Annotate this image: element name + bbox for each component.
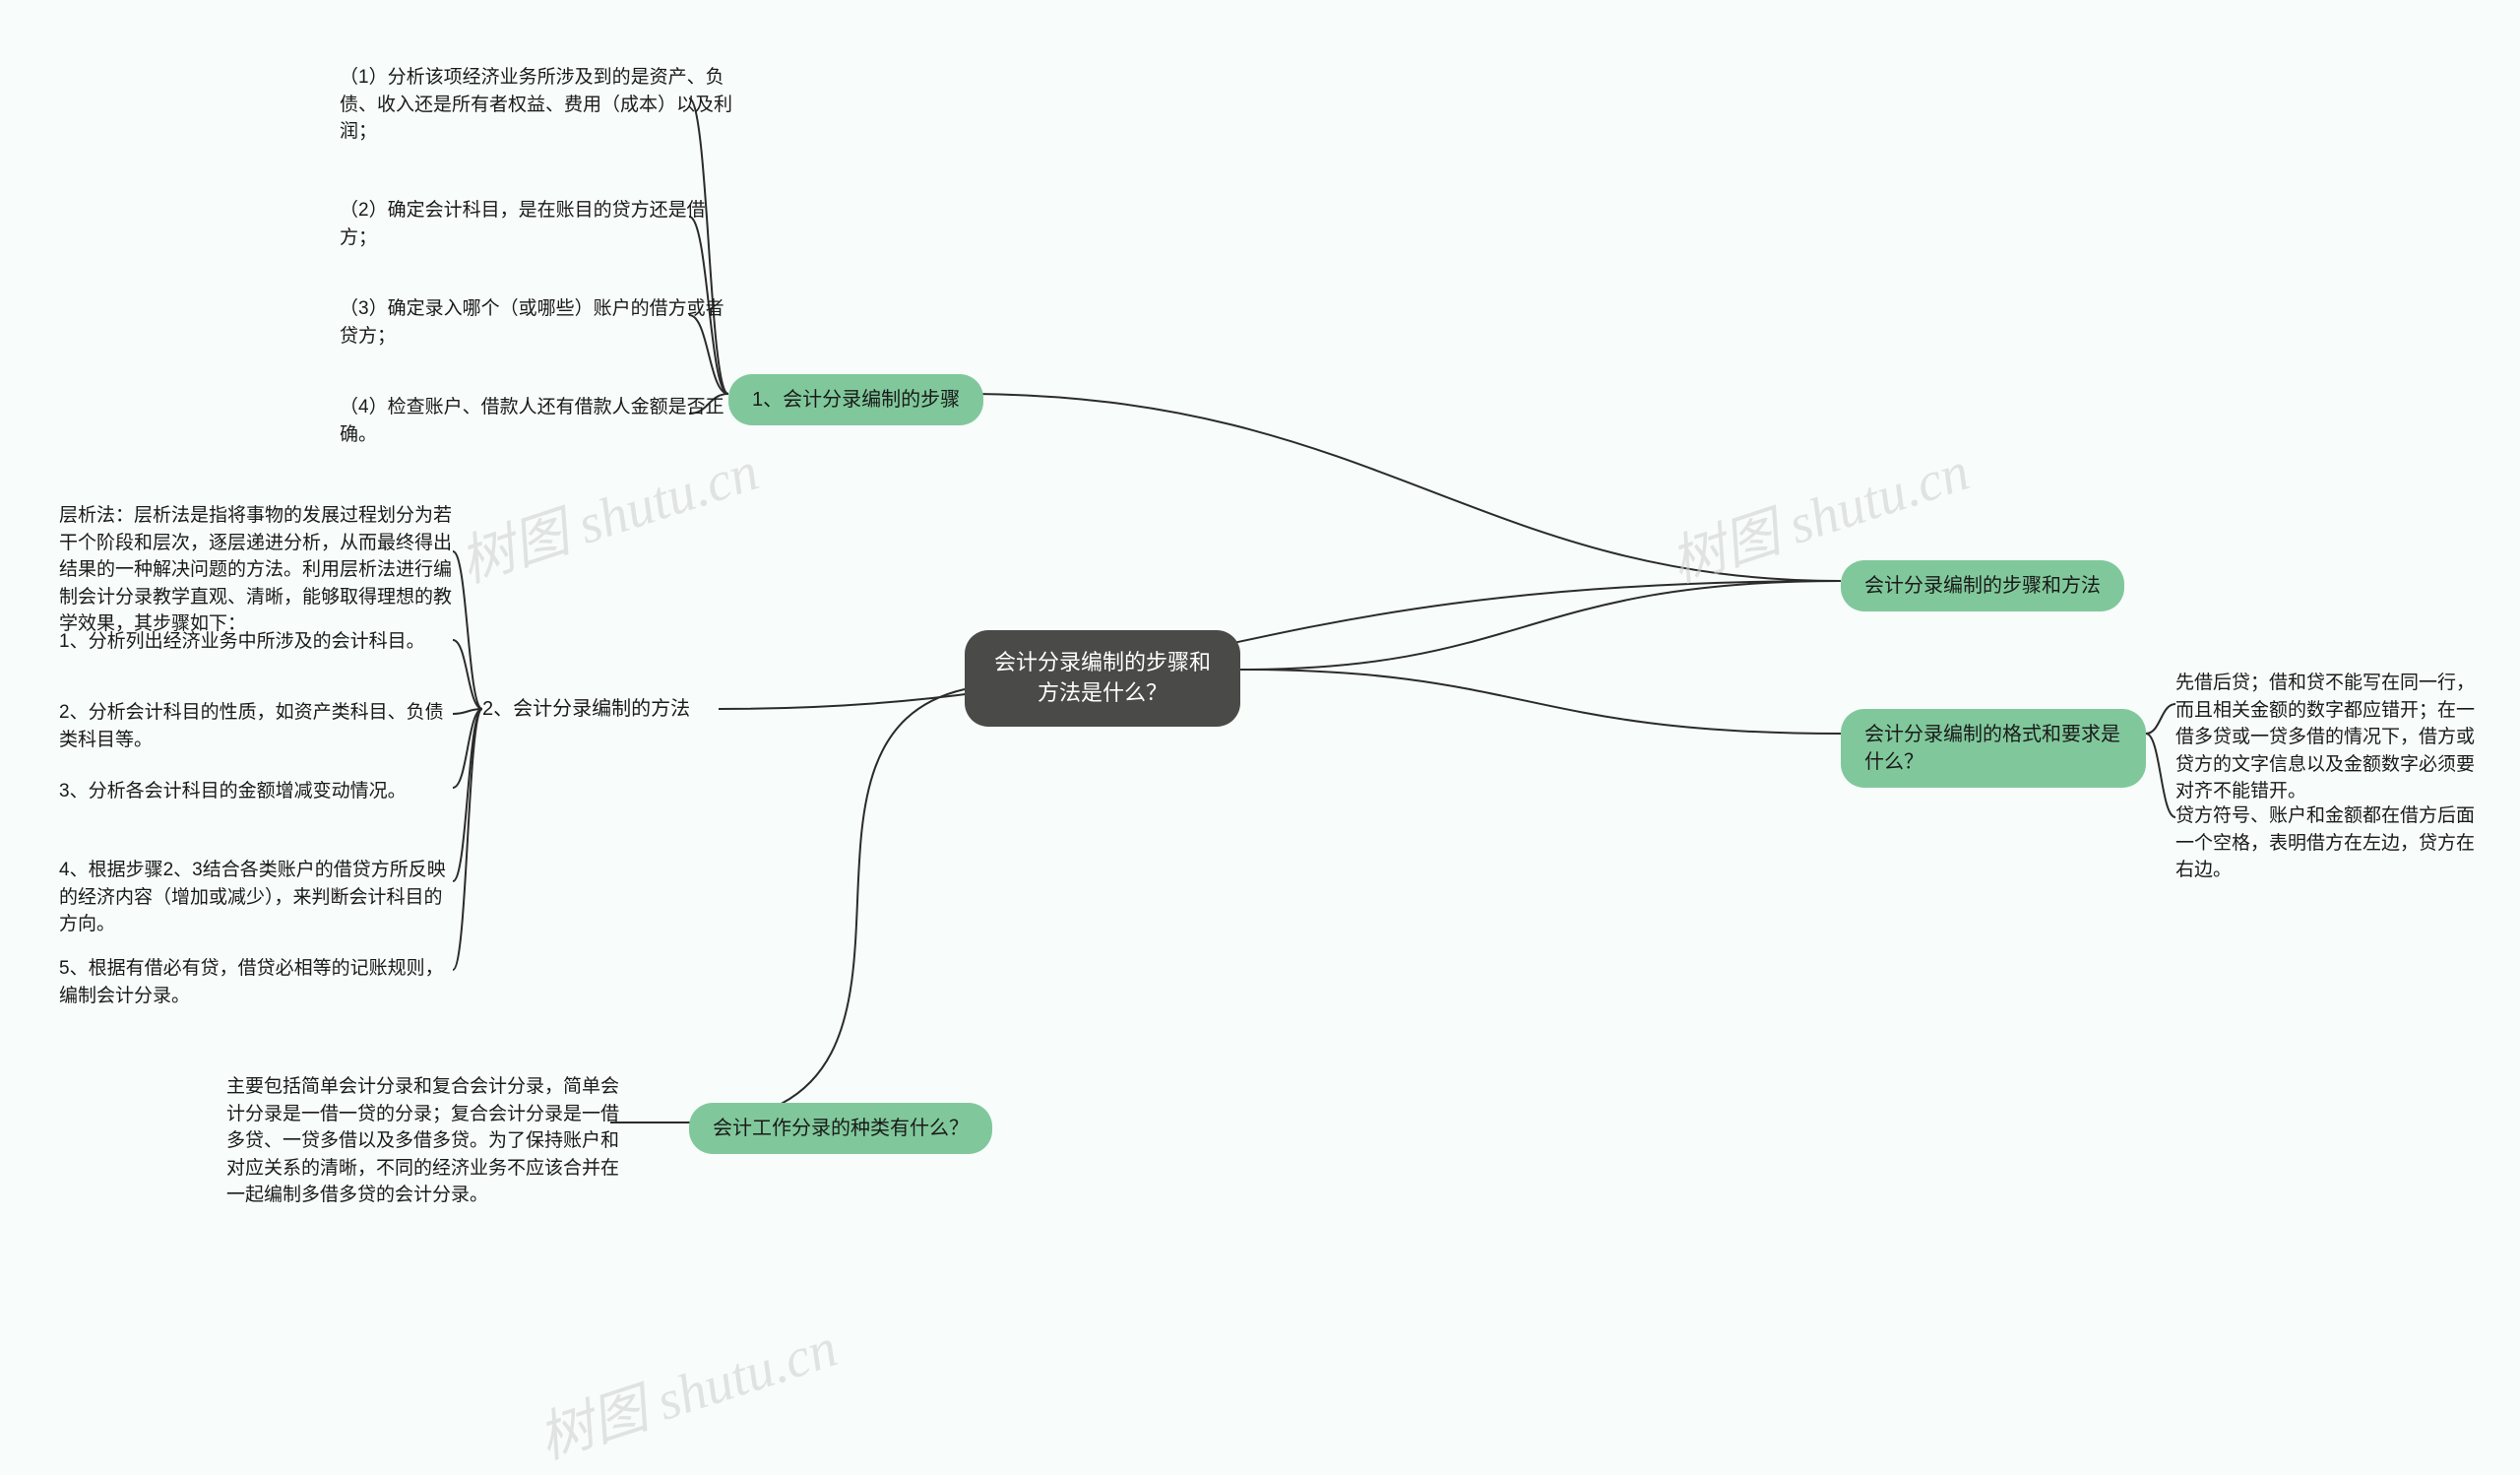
root-node[interactable]: 会计分录编制的步骤和方法是什么？ <box>965 630 1240 727</box>
branch-types[interactable]: 会计工作分录的种类有什么？ <box>689 1103 992 1154</box>
subnode-methods[interactable]: 2、会计分录编制的方法 <box>482 689 690 729</box>
subnode-steps[interactable]: 1、会计分录编制的步骤 <box>728 374 983 425</box>
branch-format-requirements[interactable]: 会计分录编制的格式和要求是什么？ <box>1841 709 2146 788</box>
leaf-method-4: 4、根据步骤2、3结合各类账户的借贷方所反映的经济内容（增加或减少），来判断会计… <box>59 857 453 938</box>
leaf-method-intro: 层析法：层析法是指将事物的发展过程划分为若干个阶段和层次，逐层递进分析，从而最终… <box>59 502 453 638</box>
leaf-format-1: 先借后贷；借和贷不能写在同一行，而且相关金额的数字都应错开；在一借多贷或一贷多借… <box>2175 670 2490 805</box>
branch-steps-methods[interactable]: 会计分录编制的步骤和方法 <box>1841 560 2124 611</box>
leaf-method-5: 5、根据有借必有贷，借贷必相等的记账规则，编制会计分录。 <box>59 955 453 1009</box>
leaf-step-1: （1）分析该项经济业务所涉及到的是资产、负债、收入还是所有者权益、费用（成本）以… <box>340 64 733 146</box>
leaf-step-3: （3）确定录入哪个（或哪些）账户的借方或者贷方； <box>340 295 733 350</box>
watermark: 树图 shutu.cn <box>527 1303 846 1474</box>
watermark: 树图 shutu.cn <box>448 426 767 598</box>
mindmap-canvas: 树图 shutu.cn 树图 shutu.cn 树图 shutu.cn 会计分录… <box>0 0 2520 1398</box>
leaf-step-2: （2）确定会计科目，是在账目的贷方还是借方； <box>340 197 733 251</box>
leaf-format-2: 贷方符号、账户和金额都在借方后面一个空格，表明借方在左边，贷方在右边。 <box>2175 802 2490 884</box>
leaf-step-4: （4）检查账户、借款人还有借款人金额是否正确。 <box>340 394 733 448</box>
leaf-method-1: 1、分析列出经济业务中所涉及的会计科目。 <box>59 628 453 656</box>
leaf-method-3: 3、分析各会计科目的金额增减变动情况。 <box>59 778 453 805</box>
leaf-types: 主要包括简单会计分录和复合会计分录，简单会计分录是一借一贷的分录；复合会计分录是… <box>226 1073 620 1209</box>
leaf-method-2: 2、分析会计科目的性质，如资产类科目、负债类科目等。 <box>59 699 453 753</box>
